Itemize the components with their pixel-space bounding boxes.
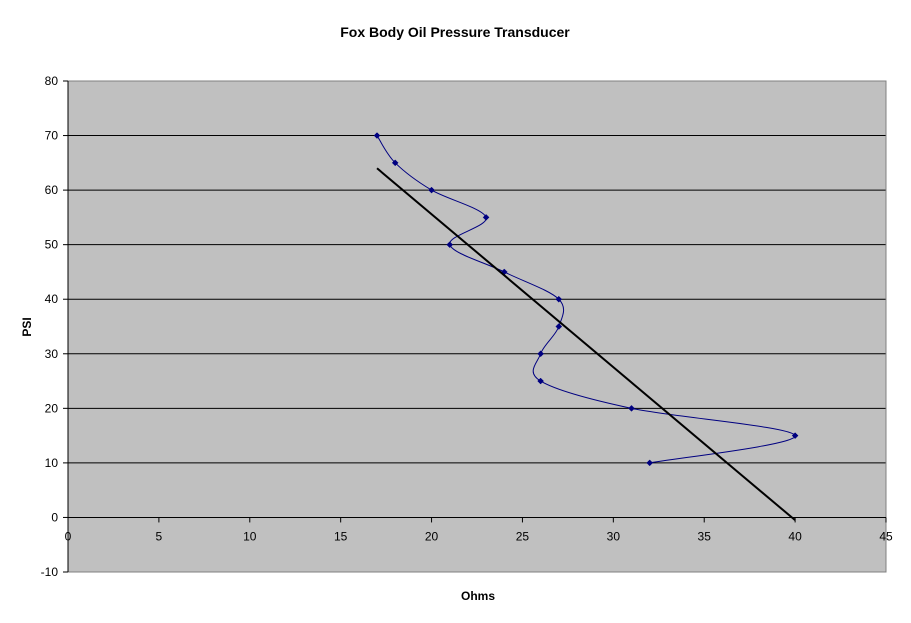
y-tick-group: -10 0 10 20 30 40 50 60 70 80 [41,74,68,579]
data-point [537,377,544,385]
y-tick-label: 50 [45,238,59,252]
y-tick-label: 80 [45,74,59,88]
y-axis-label: PSI [20,317,34,336]
x-tick-label: 0 [65,529,72,543]
data-point [373,132,381,139]
y-tick-label: 20 [45,401,59,415]
grid-lines [67,80,887,573]
x-tick-label: 10 [243,529,257,543]
x-tick-label: 40 [788,529,802,543]
x-tick-group: 0 5 10 15 20 25 30 35 40 45 [65,517,893,543]
data-point [537,350,544,358]
x-tick-label: 35 [698,529,712,543]
y-tick-label: 30 [45,347,59,361]
data-point [446,241,454,249]
x-tick-label: 45 [879,529,893,543]
x-tick-label: 20 [425,529,439,543]
data-point [791,432,799,439]
y-tick-label: -10 [41,565,59,579]
plot-area [68,81,886,572]
x-axis-label: Ohms [461,589,495,603]
data-point [646,459,654,467]
data-point [391,159,399,167]
chart-title: Fox Body Oil Pressure Transducer [340,24,570,40]
x-tick-label: 15 [334,529,348,543]
data-point [555,323,563,330]
trendline [376,167,796,521]
y-tick-label: 60 [45,183,59,197]
data-point [428,186,435,194]
x-tick-label: 30 [607,529,621,543]
y-tick-label: 0 [51,510,58,524]
y-tick-label: 40 [45,292,59,306]
series-layer [373,132,799,521]
data-point [628,404,635,412]
x-tick-label: 25 [516,529,530,543]
y-tick-label: 70 [45,129,59,143]
data-series-line [376,135,796,464]
data-point [555,295,563,303]
data-point [482,214,490,221]
x-tick-label: 5 [156,529,163,543]
y-tick-label: 10 [45,456,59,470]
